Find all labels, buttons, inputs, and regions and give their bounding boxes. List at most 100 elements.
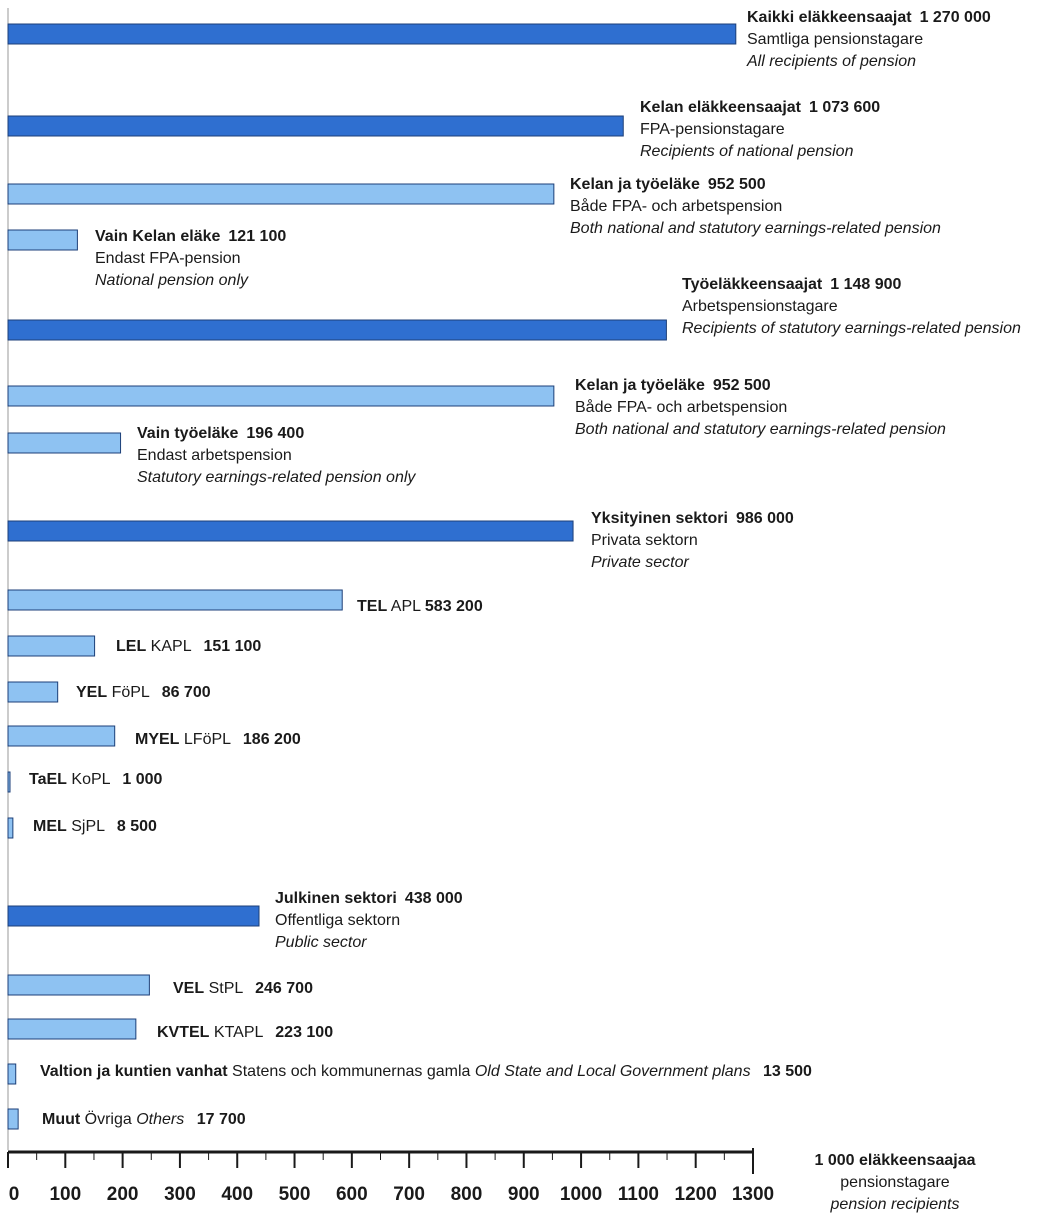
label-kelan-ja-tyo-2: Kelan ja työeläke 952 500 Både FPA- och a… <box>575 375 946 441</box>
label-value: 583 200 <box>424 598 483 615</box>
label-value: 121 100 <box>228 228 287 245</box>
label-title: TaEL <box>29 771 67 788</box>
label-swedish: LFöPL <box>183 731 231 748</box>
label-title: Työeläkkeensaajat <box>682 276 823 293</box>
x-tick-label: 200 <box>106 1184 139 1205</box>
label-title: TEL <box>357 598 388 615</box>
label-title: MEL <box>33 818 67 835</box>
label-value: 986 000 <box>735 510 794 527</box>
label-value: 952 500 <box>707 176 766 193</box>
label-value: 223 100 <box>275 1024 334 1041</box>
label-swedish: Offentliga sektorn <box>275 912 401 929</box>
label-myel: MYEL LFöPL 186 200 <box>135 729 301 751</box>
bar-kaikki <box>7 23 737 45</box>
label-vel: VEL StPL 246 700 <box>173 978 313 1000</box>
x-tick-label: 700 <box>393 1184 425 1205</box>
label-tyoelake: Työeläkkeensaajat 1 148 900 Arbetspension… <box>682 274 1022 340</box>
label-julkinen: Julkinen sektori 438 000 Offentliga sekto… <box>275 888 463 954</box>
label-title: LEL <box>116 638 147 655</box>
label-swedish: Både FPA- och arbetspension <box>570 198 783 215</box>
label-english: All recipients of pension <box>747 53 916 70</box>
label-english: Old State and Local Government plans <box>474 1063 751 1080</box>
label-yksityinen: Yksityinen sektori 986 000 Privata sektor… <box>591 508 794 574</box>
label-lel: LEL KAPL 151 100 <box>116 636 261 658</box>
x-tick-label: 400 <box>221 1184 254 1205</box>
label-value: 438 000 <box>404 890 463 907</box>
label-valtion: Valtion ja kuntien vanhat Statens och ko… <box>40 1061 812 1083</box>
label-value: 246 700 <box>255 980 313 997</box>
label-title: Kelan ja työeläke <box>575 377 705 394</box>
unit-line-swedish: pensionstagare <box>840 1174 950 1191</box>
label-swedish: FöPL <box>111 684 150 701</box>
bar-tel <box>7 589 343 611</box>
label-swedish: KTAPL <box>213 1024 263 1041</box>
bar-valtion <box>7 1063 17 1085</box>
label-value: 952 500 <box>712 377 771 394</box>
label-value: 196 400 <box>246 425 305 442</box>
x-tick-label: 300 <box>164 1184 196 1205</box>
unit-line-english: pension recipients <box>830 1196 960 1213</box>
bar-julkinen <box>7 905 260 927</box>
label-value: 17 700 <box>196 1111 246 1128</box>
bar-mel <box>7 817 14 839</box>
label-vain-tyo: Vain työeläke 196 400 Endast arbetspensio… <box>137 423 415 489</box>
label-swedish: KoPL <box>71 771 110 788</box>
label-kelan-ja-tyo-1: Kelan ja työeläke 952 500 Både FPA- och a… <box>570 174 941 240</box>
label-english: Recipients of national pension <box>640 143 854 160</box>
label-swedish: Övriga <box>84 1111 132 1128</box>
x-tick-label: 500 <box>278 1184 311 1205</box>
x-tick-label: 100 <box>49 1184 82 1205</box>
label-swedish: Endast FPA-pension <box>95 250 241 267</box>
label-title: Julkinen sektori <box>275 890 397 907</box>
label-title: Kelan eläkkeensaajat <box>640 99 801 116</box>
label-mel: MEL SjPL 8 500 <box>33 816 157 838</box>
label-swedish: Samtliga pensionstagare <box>747 31 924 48</box>
label-english: Others <box>136 1111 185 1128</box>
x-tick-label: 800 <box>450 1184 483 1205</box>
label-value: 151 100 <box>203 638 262 655</box>
label-title: Muut <box>42 1111 81 1128</box>
x-tick-label: 1000 <box>559 1184 603 1205</box>
label-value: 1 000 <box>122 771 163 788</box>
label-english: Public sector <box>275 934 367 951</box>
label-swedish: Arbetspensionstagare <box>682 298 838 315</box>
label-english: Recipients of statutory earnings-related… <box>682 320 1021 337</box>
bar-kelan-ja-tyo-2 <box>7 385 555 407</box>
bar-kelan <box>7 115 624 137</box>
x-tick-label: 1300 <box>731 1184 775 1205</box>
label-title: KVTEL <box>157 1024 210 1041</box>
label-swedish: APL <box>390 598 421 615</box>
bar-vel <box>7 974 150 996</box>
x-tick-label: 1100 <box>617 1184 659 1205</box>
x-tick-label: 900 <box>507 1184 540 1205</box>
label-swedish: Endast arbetspension <box>137 447 292 464</box>
label-title: Kelan ja työeläke <box>570 176 700 193</box>
label-value: 1 270 000 <box>919 9 991 26</box>
bar-kelan-ja-tyo-1 <box>7 183 555 205</box>
label-swedish: FPA-pensionstagare <box>640 121 785 138</box>
label-title: YEL <box>76 684 108 701</box>
label-english: Private sector <box>591 554 689 571</box>
label-value: 1 073 600 <box>809 99 881 116</box>
x-tick-label: 600 <box>335 1184 368 1205</box>
label-english: Statutory earnings-related pension only <box>137 469 416 486</box>
bar-lel <box>7 635 96 657</box>
label-kaikki: Kaikki eläkkeensaajat 1 270 000 Samtliga … <box>747 7 991 73</box>
x-tick-label: 1200 <box>674 1184 717 1205</box>
label-value: 13 500 <box>763 1063 812 1080</box>
label-title: VEL <box>173 980 205 997</box>
label-vain-kelan: Vain Kelan eläke 121 100 Endast FPA-pensi… <box>95 226 286 292</box>
label-english: Both national and statutory earnings-rel… <box>575 421 946 438</box>
bar-tyoelake <box>7 319 667 341</box>
label-kvtel: KVTEL KTAPL 223 100 <box>157 1022 333 1044</box>
label-tael: TaEL KoPL 1 000 <box>29 769 162 791</box>
label-title: Valtion ja kuntien vanhat <box>40 1063 228 1080</box>
bar-kvtel <box>7 1018 137 1040</box>
label-title: Vain Kelan eläke <box>95 228 221 245</box>
label-swedish: Både FPA- och arbetspension <box>575 399 788 416</box>
label-swedish: KAPL <box>150 638 191 655</box>
label-swedish: Privata sektorn <box>591 532 698 549</box>
label-yel: YEL FöPL 86 700 <box>76 682 211 704</box>
